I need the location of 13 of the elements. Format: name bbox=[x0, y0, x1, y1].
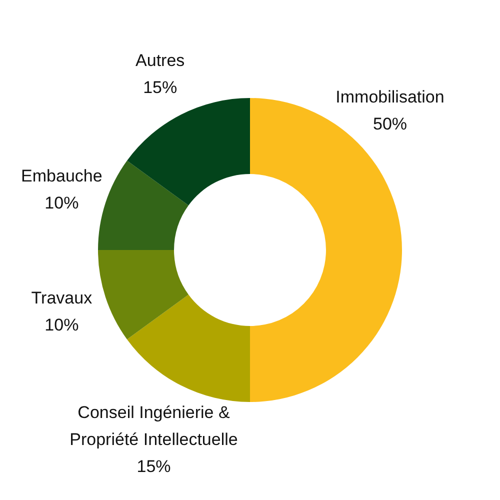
data-label: 10% bbox=[44, 192, 79, 212]
donut-slice bbox=[127, 98, 250, 206]
slice-label: Conseil Ingénierie & Propriété Intellectuelle bbox=[70, 402, 238, 448]
slice-label: Travaux bbox=[31, 288, 93, 308]
slice-label: Embauche bbox=[21, 166, 102, 185]
donut-slice bbox=[127, 294, 250, 402]
donut-slice bbox=[98, 250, 189, 340]
data-label: 15% bbox=[143, 78, 178, 97]
slice-label: Immobilisation bbox=[336, 86, 444, 106]
data-label: 50% bbox=[372, 114, 408, 133]
data-label: 10% bbox=[44, 315, 79, 334]
data-label: 15% bbox=[136, 456, 171, 476]
slice-label: Autres bbox=[136, 50, 185, 70]
